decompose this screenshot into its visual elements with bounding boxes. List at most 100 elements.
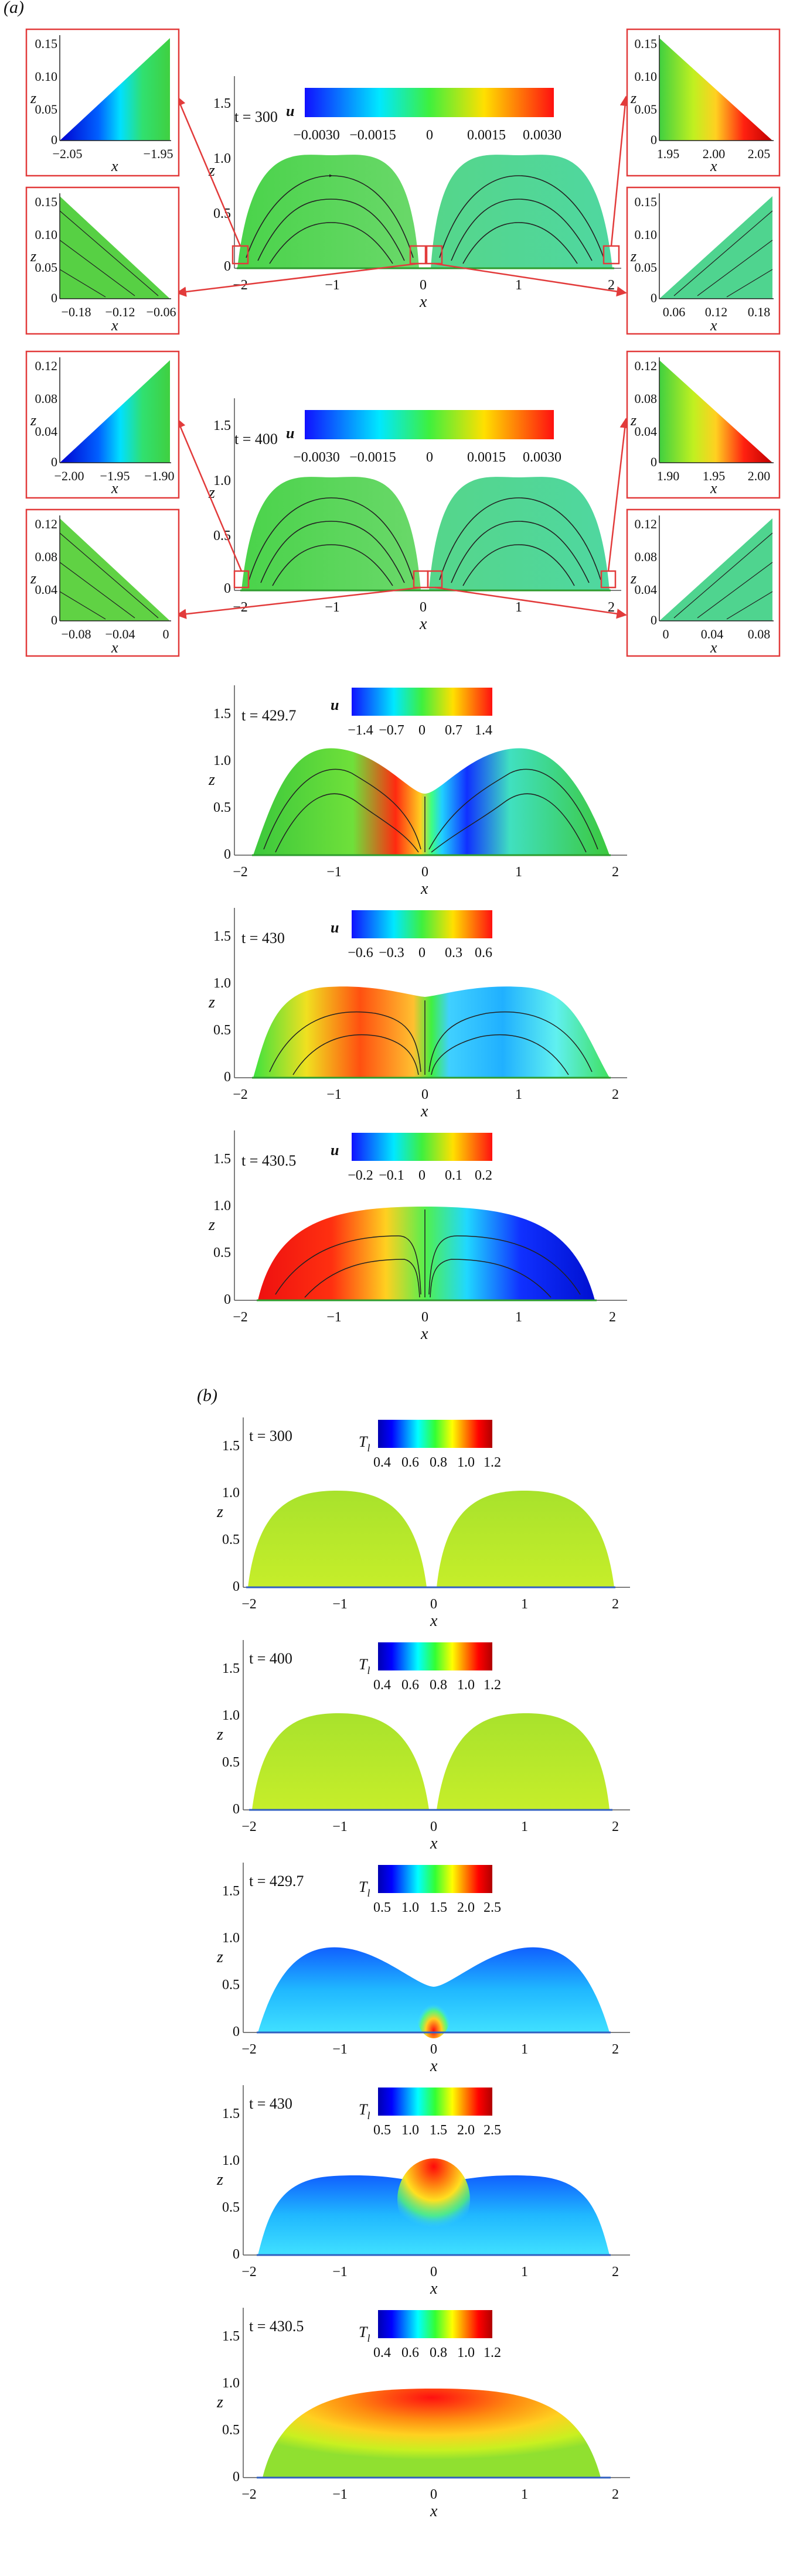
svg-text:0.12: 0.12 [705, 305, 728, 319]
svg-text:t = 430: t = 430 [249, 2095, 292, 2112]
svg-text:x: x [710, 158, 717, 175]
svg-text:2: 2 [609, 1310, 616, 1325]
svg-text:1: 1 [515, 1310, 522, 1325]
svg-text:t = 300: t = 300 [249, 1427, 292, 1444]
svg-text:−0.06: −0.06 [147, 305, 176, 319]
svg-text:x: x [420, 1325, 428, 1343]
svg-text:0.5: 0.5 [222, 1532, 240, 1547]
svg-text:z: z [208, 771, 215, 789]
svg-text:z: z [30, 570, 36, 587]
svg-text:−2: −2 [233, 865, 248, 880]
svg-text:2: 2 [612, 2487, 619, 2502]
x-ticks: −2 −1 0 1 2 [233, 278, 615, 293]
left-droplet [241, 477, 421, 590]
svg-text:1.0: 1.0 [457, 1678, 475, 1693]
zoom-arrows [176, 95, 631, 297]
svg-text:x: x [420, 1102, 428, 1120]
svg-text:0: 0 [430, 1597, 437, 1612]
svg-text:0.10: 0.10 [35, 69, 58, 84]
svg-text:1.0: 1.0 [222, 2153, 240, 2168]
svg-text:2: 2 [612, 1597, 619, 1612]
svg-text:1.5: 1.5 [222, 1661, 240, 1676]
x-axis-label: x [419, 293, 427, 311]
svg-text:0.8: 0.8 [430, 1455, 447, 1470]
svg-text:2.0: 2.0 [457, 1900, 475, 1915]
svg-text:1.0: 1.0 [213, 151, 231, 166]
svg-text:0: 0 [51, 291, 57, 305]
svg-text:0: 0 [651, 455, 657, 469]
svg-text:2.00: 2.00 [748, 469, 771, 483]
svg-text:x: x [111, 158, 118, 175]
streamlines [246, 174, 604, 264]
svg-text:z: z [630, 412, 636, 429]
svg-text:u: u [331, 919, 339, 936]
svg-text:1.0: 1.0 [401, 2123, 419, 2138]
svg-text:−0.2: −0.2 [348, 1168, 373, 1183]
svg-text:−0.04: −0.04 [105, 627, 135, 641]
svg-text:u: u [331, 696, 339, 713]
svg-text:0.05: 0.05 [635, 102, 658, 117]
svg-text:0.5: 0.5 [213, 1023, 231, 1038]
svg-text:0.05: 0.05 [35, 260, 58, 275]
panel-b-t430-5: 0 0.5 1.0 1.5 z t = 430.5 Tl 0.4 0.6 0.8… [216, 2308, 630, 2520]
svg-text:0: 0 [663, 627, 669, 641]
svg-text:0.12: 0.12 [35, 517, 58, 531]
svg-text:0.04: 0.04 [35, 582, 58, 597]
svg-text:0.10: 0.10 [35, 227, 58, 242]
svg-text:−2: −2 [241, 2487, 257, 2502]
svg-text:2.05: 2.05 [748, 146, 771, 161]
panel-a-t429-7: 0 0.5 1.0 1.5 z t = 429.7 u −1.4 −0.7 0 … [208, 685, 627, 898]
right-droplet [429, 477, 610, 590]
svg-text:0.5: 0.5 [222, 1977, 240, 1993]
svg-text:0.3: 0.3 [445, 945, 462, 961]
svg-text:z: z [30, 412, 36, 429]
colorbar [305, 88, 554, 117]
svg-text:−1.90: −1.90 [145, 469, 175, 483]
svg-text:0.6: 0.6 [401, 1455, 419, 1470]
svg-text:1: 1 [521, 2264, 528, 2280]
svg-text:0.04: 0.04 [635, 582, 658, 597]
svg-text:0.0015: 0.0015 [467, 450, 506, 465]
svg-text:0.8: 0.8 [430, 1678, 447, 1693]
panel-a-t430: 0 0.5 1.0 1.5 z t = 430 u −0.6 −0.3 0 0.… [208, 908, 627, 1120]
svg-text:t = 429.7: t = 429.7 [249, 1873, 304, 1890]
svg-text:z: z [216, 1726, 223, 1744]
svg-text:1.5: 1.5 [222, 1439, 240, 1454]
svg-text:1.2: 1.2 [484, 1455, 501, 1470]
svg-text:0.15: 0.15 [635, 36, 658, 51]
svg-text:z: z [216, 1503, 223, 1521]
svg-text:1.0: 1.0 [213, 753, 231, 768]
svg-text:0.10: 0.10 [635, 69, 658, 84]
svg-text:1.0: 1.0 [222, 1931, 240, 1946]
svg-text:1.5: 1.5 [213, 96, 231, 111]
svg-text:−1.4: −1.4 [348, 723, 373, 738]
panel-a-t300: t = 300 u −0.0030 −0.0015 0 0.0015 0.003… [25, 28, 781, 335]
svg-text:0.5: 0.5 [222, 2200, 240, 2215]
svg-text:x: x [430, 2280, 438, 2298]
svg-text:0.06: 0.06 [663, 305, 686, 319]
svg-text:0: 0 [420, 278, 427, 293]
svg-text:0.5: 0.5 [213, 1245, 231, 1260]
svg-text:1.0: 1.0 [401, 1900, 419, 1915]
svg-text:0.5: 0.5 [213, 800, 231, 815]
svg-text:1.5: 1.5 [222, 2106, 240, 2121]
svg-text:0: 0 [651, 291, 657, 305]
svg-text:−1: −1 [325, 600, 340, 615]
svg-text:−0.0030: −0.0030 [293, 128, 340, 143]
svg-text:0.6: 0.6 [401, 2345, 419, 2360]
svg-text:1.5: 1.5 [430, 2123, 447, 2138]
svg-text:0.7: 0.7 [445, 723, 462, 738]
svg-text:−2: −2 [241, 1597, 257, 1612]
svg-text:−1: −1 [326, 865, 342, 880]
svg-text:−2: −2 [241, 2264, 257, 2280]
svg-text:2: 2 [608, 600, 615, 615]
svg-text:z: z [630, 570, 636, 587]
svg-text:2.5: 2.5 [484, 1900, 501, 1915]
svg-text:2: 2 [612, 1087, 619, 1102]
svg-text:−0.0015: −0.0015 [349, 450, 396, 465]
svg-text:1.5: 1.5 [213, 1152, 231, 1167]
svg-text:−1.95: −1.95 [100, 469, 130, 483]
svg-text:2: 2 [612, 865, 619, 880]
svg-text:0: 0 [233, 1579, 240, 1594]
